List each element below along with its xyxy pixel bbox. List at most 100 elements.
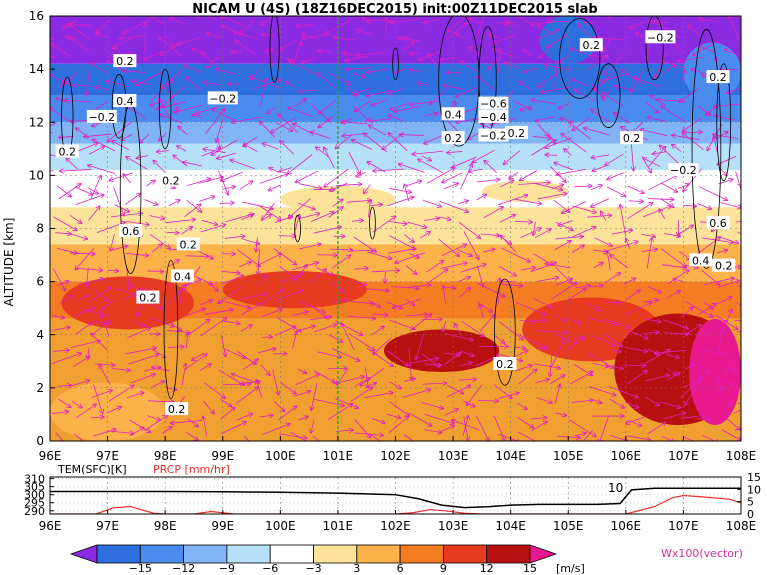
wind-vector <box>366 90 390 96</box>
wind-vector <box>514 347 525 348</box>
colorbar-cell <box>139 544 185 564</box>
wind-vector <box>127 328 150 339</box>
wind-vector <box>239 181 253 190</box>
wind-vector <box>421 155 431 161</box>
wind-vector <box>267 106 277 113</box>
contour-label: −0.6 <box>480 98 507 111</box>
wind-vector <box>683 205 696 206</box>
wind-vector <box>517 402 527 409</box>
x-tick-label: 106E <box>611 519 642 533</box>
wind-vector <box>86 70 90 96</box>
wind-vector <box>292 312 308 317</box>
wind-vector <box>161 86 186 107</box>
wind-vector <box>354 268 368 269</box>
wind-vector <box>183 162 203 167</box>
wind-vector <box>369 125 387 136</box>
wind-vector <box>278 433 307 438</box>
wind-vector <box>460 61 481 74</box>
wind-vector <box>220 408 234 420</box>
wind-vector <box>288 59 316 75</box>
contour-label-bg <box>689 253 713 267</box>
marker-text: 10 <box>608 481 623 495</box>
colorbar-cell <box>183 544 228 564</box>
wind-vector <box>560 54 570 62</box>
wind-vector <box>534 229 551 239</box>
wind-vector <box>550 375 564 385</box>
x-tick-label: 104E <box>495 519 526 533</box>
wind-vector <box>297 213 320 220</box>
wind-vector <box>416 332 425 359</box>
wind-vector <box>367 68 388 72</box>
wind-vector <box>200 225 225 233</box>
wind-vector <box>562 200 587 213</box>
wind-vector <box>718 281 739 288</box>
wind-vector <box>717 297 732 304</box>
wind-vector <box>351 220 363 221</box>
wind-vector <box>271 117 297 132</box>
wind-vector <box>685 265 698 268</box>
wind-vector <box>198 177 223 184</box>
contour-label-bg <box>620 131 644 145</box>
wind-vector <box>261 309 282 317</box>
wind-vector <box>459 350 474 356</box>
wind-vector <box>515 198 541 204</box>
wind-vector <box>64 71 79 84</box>
wind-vector <box>405 265 416 275</box>
wind-vector <box>335 184 362 186</box>
wind-vector <box>232 116 263 122</box>
wind-vector <box>222 320 239 324</box>
wind-vector <box>440 263 467 269</box>
wind-vector <box>422 353 439 367</box>
wind-vector <box>201 16 218 21</box>
y-tick-label: 16 <box>29 9 44 23</box>
x-tick-label: 106E <box>611 449 642 463</box>
wind-vector <box>608 242 637 251</box>
wind-vector <box>625 303 652 315</box>
contour-label-bg <box>113 54 137 68</box>
wind-vector <box>59 136 74 138</box>
colorbar-cell <box>486 544 531 564</box>
wind-vector <box>643 206 671 218</box>
wind-vector <box>150 100 165 106</box>
contour-label: 0.2 <box>139 292 157 305</box>
x-tick-label: 104E <box>495 449 526 463</box>
wind-vector <box>622 365 646 366</box>
wind-vector <box>533 182 563 190</box>
colorbar-cell <box>269 544 314 564</box>
wind-vector <box>661 248 686 267</box>
wind-vector <box>297 368 306 373</box>
wind-vector <box>292 262 318 271</box>
wind-vector <box>518 369 537 385</box>
wind-vector <box>354 281 366 285</box>
wind-vector <box>161 69 183 89</box>
wind-vector <box>591 399 602 403</box>
contour-label-bg <box>165 402 189 416</box>
wind-vector <box>513 100 531 109</box>
wind-vector <box>734 427 741 432</box>
wind-vector <box>60 170 91 172</box>
wind-vector <box>88 347 89 359</box>
wind-vector <box>393 298 422 308</box>
wind-vector <box>373 337 392 354</box>
wind-vector <box>641 249 658 252</box>
wind-vector <box>203 400 214 414</box>
wind-vector <box>647 117 666 122</box>
wind-vector <box>149 233 170 248</box>
wind-vector <box>183 65 202 73</box>
wind-vector <box>174 104 203 112</box>
wind-vector <box>590 185 602 191</box>
wind-vector <box>87 267 89 286</box>
wind-vector <box>195 16 202 20</box>
wind-vector <box>603 37 612 52</box>
wind-vector <box>221 276 244 285</box>
wind-vector <box>459 288 470 298</box>
wind-vector <box>352 140 373 150</box>
contour-line <box>392 47 399 81</box>
wind-vector <box>92 321 110 323</box>
wind-vector <box>648 175 677 191</box>
wind-vector <box>372 314 388 315</box>
y-tick-label: 6 <box>36 275 44 289</box>
wind-vector <box>50 122 56 127</box>
contour-line <box>159 68 172 150</box>
wind-vector <box>575 89 595 102</box>
